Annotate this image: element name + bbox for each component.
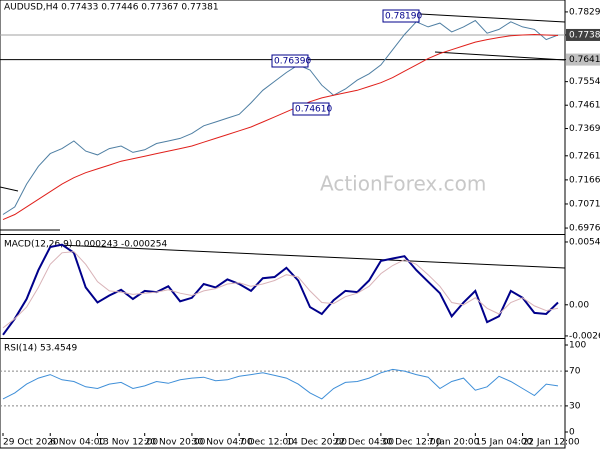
series-line xyxy=(2,368,559,400)
trend-line xyxy=(59,244,566,269)
x-tick-label: 30 Nov 04:00 xyxy=(192,438,253,448)
trend-line xyxy=(0,186,19,192)
series-line xyxy=(2,19,559,215)
frame xyxy=(0,0,566,449)
annotation: 0.76390 xyxy=(274,57,311,67)
price-tag xyxy=(566,53,600,66)
x-tick-label: 7 Jan 20:00 xyxy=(428,438,480,448)
price-tag xyxy=(566,28,600,41)
annotation: 0.78190 xyxy=(385,12,422,22)
series-line xyxy=(2,33,559,221)
x-tick-label: 7 Dec 12:00 xyxy=(239,438,294,448)
y-tick-label: -0.002694 xyxy=(569,331,600,341)
series-line xyxy=(2,251,559,329)
y-tick-label: 30 xyxy=(569,401,581,411)
y-tick-label: 0.71665 xyxy=(569,175,600,185)
annotation: 0.74610 xyxy=(295,105,332,115)
trend-line xyxy=(434,51,566,61)
y-tick-label: 0.77381 xyxy=(569,30,600,40)
x-tick-label: 6 Nov 04:00 xyxy=(50,438,105,448)
x-tick-label: 29 Oct 2020 xyxy=(3,438,59,448)
annotation-box xyxy=(292,102,330,116)
annotation-box xyxy=(271,54,309,68)
chart-title: AUDUSD,H4 0.77433 0.77446 0.77367 0.7738… xyxy=(4,3,219,13)
x-tick-label: 20 Nov 20:00 xyxy=(145,438,206,448)
x-tick-label: 13 Nov 12:00 xyxy=(97,438,158,448)
series-line xyxy=(2,243,559,336)
y-tick-label: 0.70715 xyxy=(569,199,600,209)
y-tick-label: 0.74610 xyxy=(569,101,600,111)
x-tick-label: 15 Jan 04:00 xyxy=(475,438,532,448)
watermark: ActionForex.com xyxy=(320,172,486,196)
x-tick-label: 30 Dec 12:00 xyxy=(381,438,442,448)
annotation-box xyxy=(382,9,420,23)
y-tick-label: 0.005433 xyxy=(569,237,600,247)
y-tick-label: 0 xyxy=(569,428,575,438)
x-tick-label: 22 Jan 12:00 xyxy=(523,438,580,448)
trend-line xyxy=(419,13,566,23)
panel-title: MACD(12,26,9) 0.000243 -0.000254 xyxy=(4,240,167,250)
y-tick-label: 0.69765 xyxy=(569,224,600,234)
y-tick-label: 100 xyxy=(569,341,586,351)
y-tick-label: 70 xyxy=(569,367,581,377)
y-tick-label: 0.00 xyxy=(569,300,589,310)
y-tick-label: 0.72615 xyxy=(569,151,600,161)
panel-title: RSI(14) 53.4549 xyxy=(4,344,77,354)
x-tick-label: 22 Dec 04:00 xyxy=(334,438,395,448)
x-tick-label: 14 Dec 20:00 xyxy=(286,438,347,448)
